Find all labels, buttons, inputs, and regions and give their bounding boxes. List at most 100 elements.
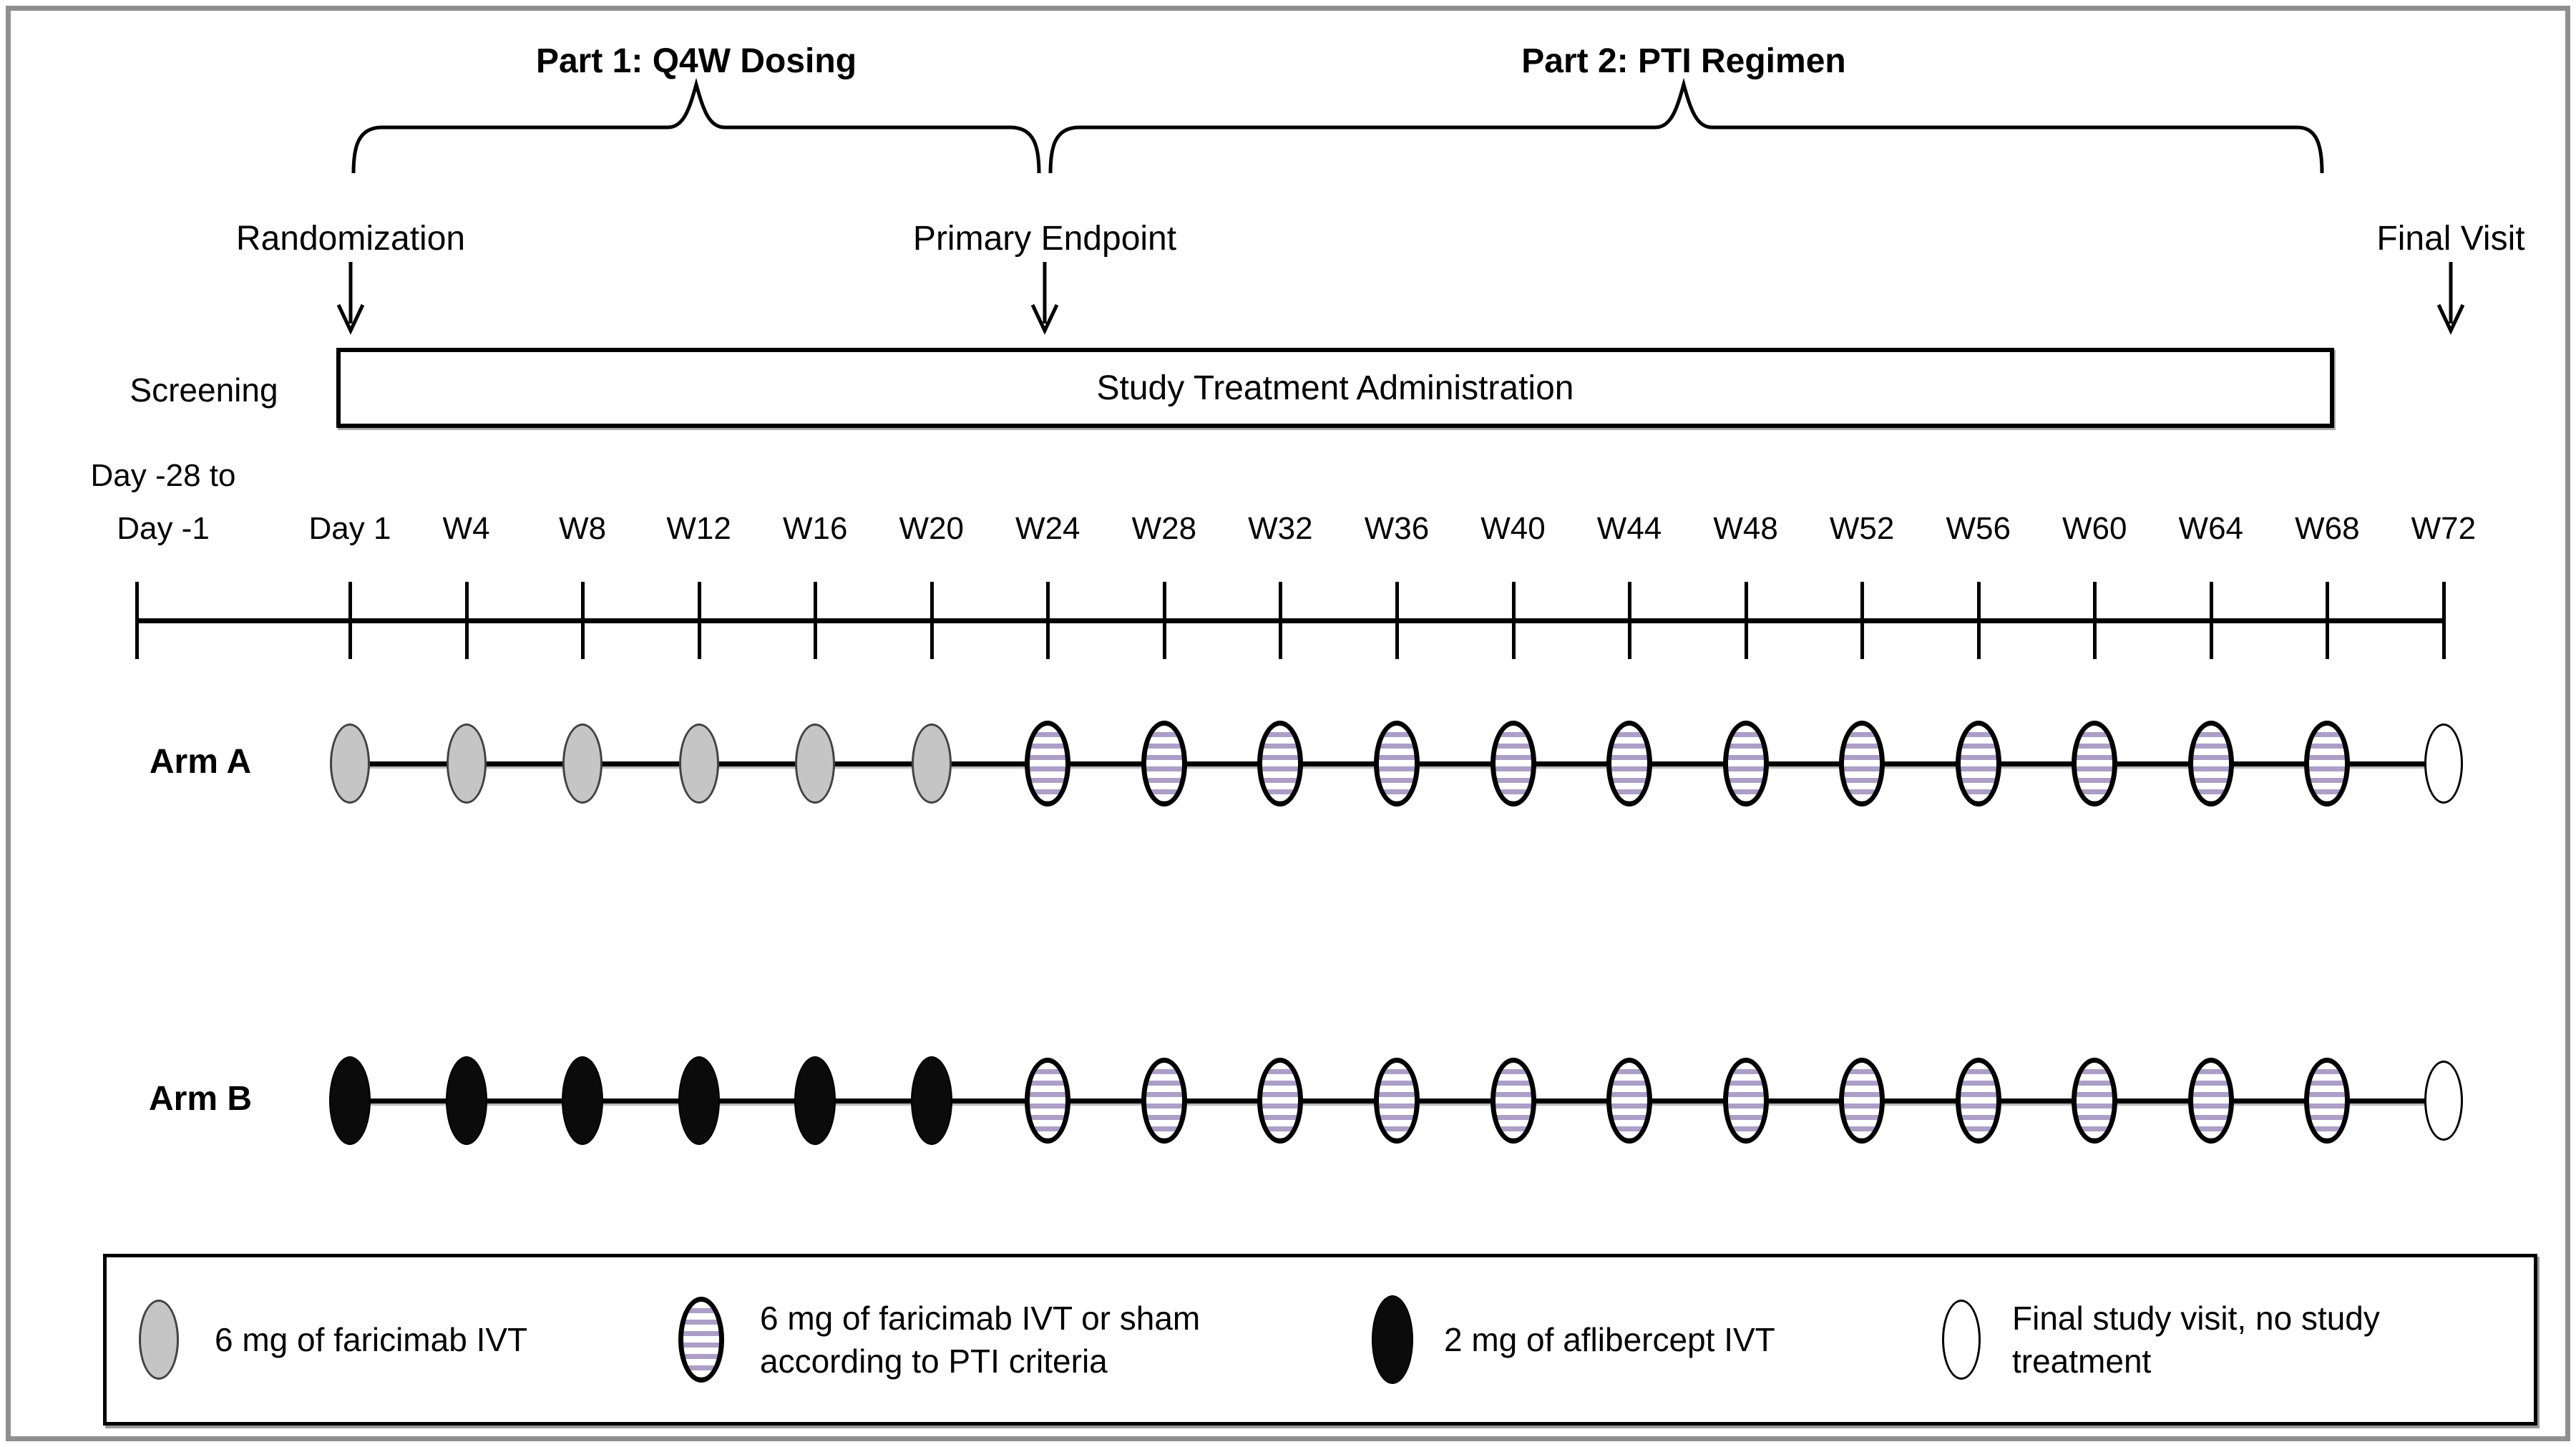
prebaseline-label-line1: Day -28 to — [90, 458, 236, 493]
arm-a-marker-w8 — [562, 724, 603, 804]
legend-text-line: treatment — [2012, 1343, 2152, 1380]
timeline-label-w32: W32 — [1248, 511, 1313, 546]
timeline-label-w4: W4 — [442, 511, 490, 546]
arm-a-marker-w28 — [1141, 721, 1187, 807]
timeline-tick-w8 — [581, 582, 585, 659]
timeline-tick-w36 — [1395, 582, 1399, 659]
arm-b-marker-w28 — [1141, 1058, 1187, 1144]
arm-a-marker-w4 — [446, 724, 487, 804]
arm-b-marker-w24 — [1025, 1058, 1071, 1144]
primary-endpoint-label: Primary Endpoint — [912, 220, 1177, 258]
timeline-tick-w40 — [1511, 582, 1516, 659]
legend-text-line: according to PTI criteria — [760, 1343, 1108, 1380]
final-visit-label: Final Visit — [2376, 220, 2525, 258]
timeline-label-w36: W36 — [1364, 511, 1430, 546]
screening-label: Screening — [130, 371, 278, 409]
arm-b-marker-w56 — [1955, 1058, 2001, 1144]
timeline-label-w52: W52 — [1829, 511, 1895, 546]
arm-b-marker-w68 — [2304, 1058, 2351, 1144]
timeline-tick-w48 — [1744, 582, 1748, 659]
timeline-label-w24: W24 — [1015, 511, 1080, 546]
legend-text-black: 2 mg of aflibercept IVT — [1444, 1318, 1775, 1361]
timeline-tick-day-1 — [348, 582, 352, 659]
timeline-tick-w24 — [1046, 582, 1050, 659]
timeline-tick-w52 — [1860, 582, 1865, 659]
legend-black-ellipse-icon — [1372, 1295, 1413, 1384]
arm-b-marker-w20 — [910, 1056, 952, 1145]
legend-text-striped: 6 mg of faricimab IVT or sham according t… — [760, 1297, 1200, 1383]
timeline-tick-w56 — [1976, 582, 1981, 659]
randomization-label: Randomization — [235, 220, 466, 258]
timeline-label-w8: W8 — [559, 511, 607, 546]
arm-a-marker-w56 — [1955, 721, 2001, 807]
arm-a-marker-w12 — [678, 724, 719, 804]
timeline-tick-w16 — [814, 582, 818, 659]
arm-a-marker-w68 — [2304, 721, 2351, 807]
arm-a-marker-w48 — [1722, 721, 1769, 807]
timeline-label-w60: W60 — [2062, 511, 2127, 546]
arm-b-marker-w8 — [562, 1056, 604, 1145]
arm-a-marker-w72 — [2424, 724, 2463, 804]
arm-a-marker-w24 — [1025, 721, 1071, 807]
timeline-tick-w44 — [1628, 582, 1632, 659]
arm-a-marker-w52 — [1839, 721, 1885, 807]
timeline-tick-w4 — [464, 582, 469, 659]
arm-b-marker-w4 — [445, 1056, 487, 1145]
timeline-label-w44: W44 — [1596, 511, 1662, 546]
timeline-tick-w20 — [930, 582, 934, 659]
study-treatment-box-label: Study Treatment Administration — [1096, 369, 1574, 407]
timeline-label-w68: W68 — [2295, 511, 2360, 546]
timeline-label-w16: W16 — [782, 511, 848, 546]
arm-a-marker-w64 — [2187, 721, 2234, 807]
arm-b-marker-w40 — [1490, 1058, 1536, 1144]
timeline-tick-w64 — [2209, 582, 2213, 659]
legend-text-line: 6 mg of faricimab IVT — [215, 1321, 528, 1358]
timeline-tick-w32 — [1279, 582, 1283, 659]
legend-white-ellipse-icon — [1942, 1300, 1981, 1380]
arm-a-marker-w40 — [1490, 721, 1536, 807]
arm-b-marker-w36 — [1373, 1058, 1420, 1144]
legend-text-line: 2 mg of aflibercept IVT — [1444, 1321, 1775, 1358]
legend-text-white: Final study visit, no study treatment — [2012, 1297, 2380, 1383]
timeline-label-w12: W12 — [666, 511, 731, 546]
arm-a-marker-w44 — [1606, 721, 1653, 807]
timeline-tick-w60 — [2093, 582, 2097, 659]
arm-b-marker-w12 — [678, 1056, 720, 1145]
arm-b-marker-w16 — [794, 1056, 836, 1145]
timeline-label-w40: W40 — [1480, 511, 1546, 546]
prebaseline-label-line2: Day -1 — [117, 511, 210, 546]
arm-b-marker-w44 — [1606, 1058, 1653, 1144]
timeline-tick-w72 — [2441, 582, 2446, 659]
arm-label-arm-b: Arm B — [148, 1080, 253, 1118]
timeline-tick-screening — [135, 582, 139, 659]
arm-a-marker-w60 — [2072, 721, 2118, 807]
arm-b-marker-w64 — [2187, 1058, 2234, 1144]
timeline-tick-w28 — [1162, 582, 1166, 659]
timeline-label-day-1: Day 1 — [308, 511, 391, 546]
part1-title: Part 1: Q4W Dosing — [535, 42, 857, 80]
timeline-label-w72: W72 — [2411, 511, 2477, 546]
arm-a-marker-w36 — [1373, 721, 1420, 807]
timeline-label-w48: W48 — [1713, 511, 1778, 546]
timeline-label-w56: W56 — [1946, 511, 2011, 546]
arm-a-marker-w16 — [795, 724, 836, 804]
timeline-label-w64: W64 — [2178, 511, 2244, 546]
legend-text-gray: 6 mg of faricimab IVT — [215, 1318, 527, 1361]
study-treatment-box: Study Treatment Administration — [336, 348, 2334, 428]
part2-title: Part 2: PTI Regimen — [1521, 42, 1846, 80]
legend-text-line: 6 mg of faricimab IVT or sham — [760, 1300, 1201, 1337]
timeline-tick-w68 — [2326, 582, 2330, 659]
arm-a-marker-day-1 — [330, 724, 370, 804]
timeline-tick-w12 — [697, 582, 701, 659]
arm-a-marker-w20 — [911, 724, 952, 804]
arm-label-arm-a: Arm A — [149, 743, 252, 781]
timeline-label-w20: W20 — [899, 511, 964, 546]
legend-striped-ellipse-icon — [678, 1297, 724, 1383]
legend-text-line: Final study visit, no study — [2012, 1300, 2380, 1337]
timeline-label-w28: W28 — [1131, 511, 1197, 546]
arm-b-marker-w52 — [1839, 1058, 1885, 1144]
arm-b-marker-w72 — [2424, 1061, 2463, 1141]
timeline-axis — [137, 618, 2444, 623]
